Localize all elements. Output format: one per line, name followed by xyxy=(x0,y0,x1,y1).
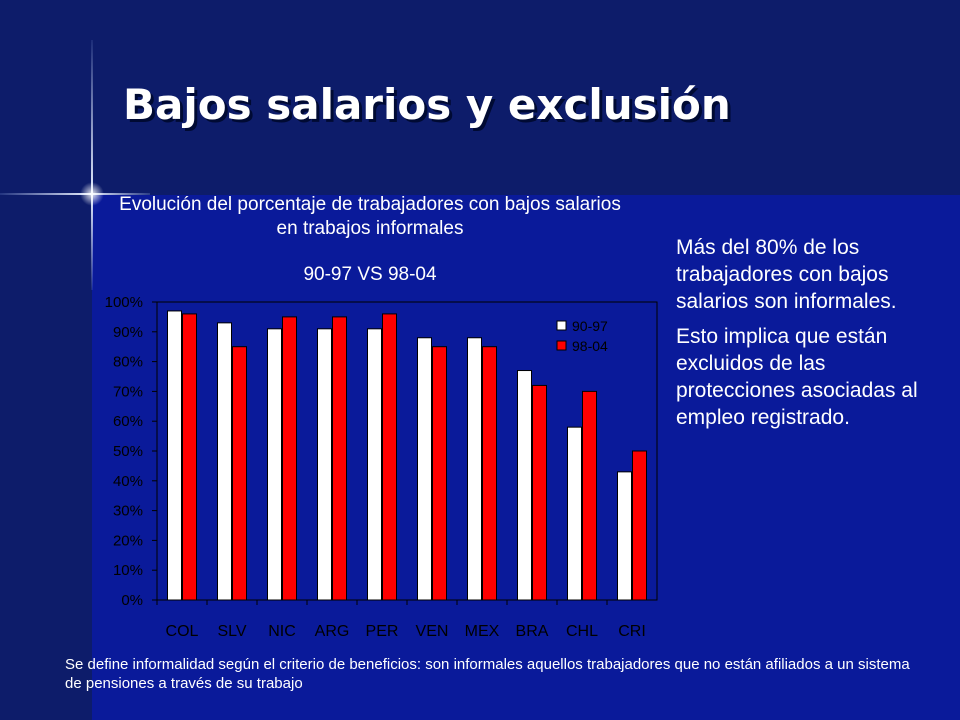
x-tick-label: MEX xyxy=(465,623,500,640)
x-tick-label: ARG xyxy=(315,623,350,640)
bar-98-04-MEX xyxy=(482,346,497,601)
y-tick-label: 20% xyxy=(113,532,143,549)
bar-98-04-NIC xyxy=(282,316,297,601)
bar-98-04-CRI xyxy=(632,450,647,601)
bar-98-04-CHL xyxy=(582,390,597,601)
chart-title: Evolución del porcentaje de trabajadores… xyxy=(119,194,621,239)
bar-90-97-NIC xyxy=(267,328,282,601)
x-tick-label: PER xyxy=(366,623,399,640)
left-band xyxy=(0,195,92,720)
bar-90-97-VEN xyxy=(417,337,432,601)
chart-subtitle: 90-97 VS 98-04 xyxy=(303,264,437,285)
bar-90-97-CRI xyxy=(617,471,632,601)
y-tick-label: 70% xyxy=(113,383,143,400)
y-tick-label: 100% xyxy=(105,294,143,311)
y-tick-label: 60% xyxy=(113,413,143,430)
y-tick-label: 80% xyxy=(113,354,143,371)
y-tick-label: 40% xyxy=(113,473,143,490)
sparkle-glow xyxy=(80,182,104,206)
y-tick-label: 50% xyxy=(113,443,143,460)
bar-90-97-ARG xyxy=(317,328,332,601)
bar-90-97-COL xyxy=(167,310,182,601)
footnote: Se define informalidad según el criterio… xyxy=(65,656,910,692)
x-tick-label: CRI xyxy=(618,623,646,640)
bar-98-04-BRA xyxy=(532,384,547,601)
bar-90-97-CHL xyxy=(567,426,582,601)
side-text-paragraph-2: Esto implica que están excluidos de las … xyxy=(676,325,918,429)
legend-swatch xyxy=(556,320,567,331)
bar-98-04-VEN xyxy=(432,346,447,601)
legend-swatch xyxy=(556,340,567,351)
x-tick-label: SLV xyxy=(217,623,246,640)
bar-90-97-SLV xyxy=(217,322,232,601)
x-tick-label: VEN xyxy=(416,623,449,640)
bar-90-97-MEX xyxy=(467,337,482,601)
y-tick-label: 0% xyxy=(121,592,143,609)
header-band xyxy=(0,0,960,195)
y-tick-label: 30% xyxy=(113,503,143,520)
x-tick-label: BRA xyxy=(516,623,549,640)
sparkle-vertical-ray xyxy=(91,40,93,290)
bar-98-04-ARG xyxy=(332,316,347,601)
side-text-paragraph-1: Más del 80% de los trabajadores con bajo… xyxy=(676,236,897,313)
bar-98-04-SLV xyxy=(232,346,247,601)
legend-label: 98-04 xyxy=(572,338,608,354)
bar-90-97-PER xyxy=(367,328,382,601)
y-tick-label: 90% xyxy=(113,324,143,341)
legend-label: 90-97 xyxy=(572,318,608,334)
sparkle-horizontal-ray xyxy=(0,193,150,195)
x-tick-label: NIC xyxy=(268,623,296,640)
y-tick-label: 10% xyxy=(113,562,143,579)
page-title: Bajos salarios y exclusión xyxy=(123,80,731,129)
side-text: Más del 80% de los trabajadores con bajo… xyxy=(676,234,948,439)
x-tick-label: COL xyxy=(166,623,199,640)
bar-98-04-COL xyxy=(182,313,197,601)
x-tick-label: CHL xyxy=(566,623,598,640)
bar-98-04-PER xyxy=(382,313,397,601)
bar-90-97-BRA xyxy=(517,370,532,601)
